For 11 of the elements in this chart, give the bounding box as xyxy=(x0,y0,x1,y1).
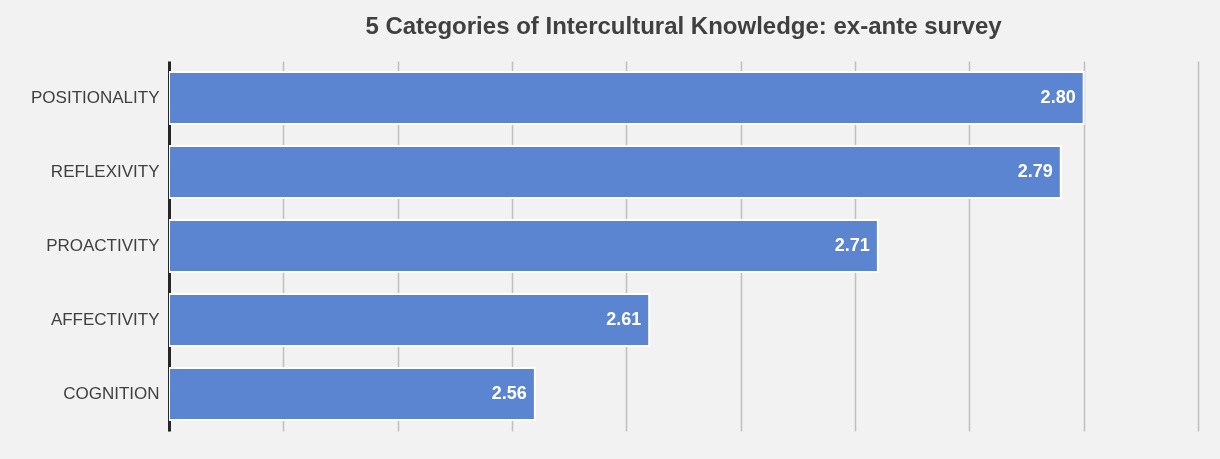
y-tick-label: POSITIONALITY xyxy=(31,88,160,107)
data-label: 2.71 xyxy=(834,235,870,255)
y-tick-label: AFFECTIVITY xyxy=(50,310,160,329)
data-label: 2.61 xyxy=(606,309,642,329)
y-tick-label: REFLEXIVITY xyxy=(50,162,160,181)
y-tick-label: COGNITION xyxy=(63,384,160,403)
chart-title: 5 Categories of Intercultural Knowledge: ex-ante survey xyxy=(365,12,1003,39)
data-label: 2.80 xyxy=(1040,87,1076,107)
y-tick-label: PROACTIVITY xyxy=(46,236,160,255)
data-label: 2.79 xyxy=(1017,161,1053,181)
data-label: 2.56 xyxy=(491,383,527,403)
